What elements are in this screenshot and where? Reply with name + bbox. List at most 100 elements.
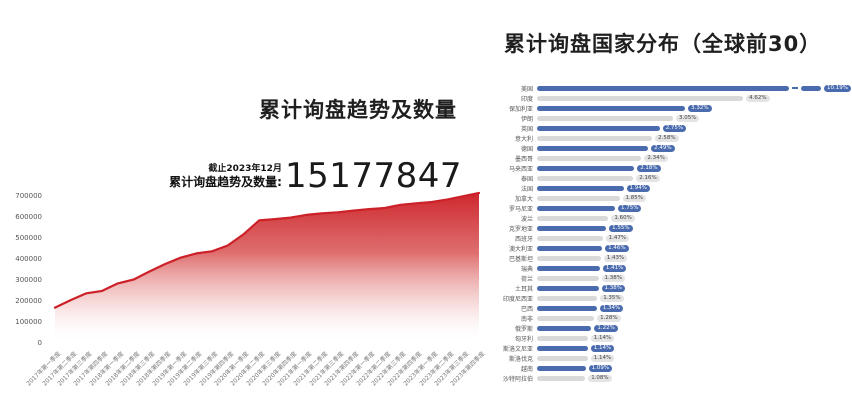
country-bar [537,325,592,331]
bar-row: 意大利 2.58% [495,133,852,143]
value-badge: 1.28% [597,314,621,322]
y-tick-label: 600000 [15,213,42,221]
country-bar [537,195,620,201]
value-badge: 1.38% [601,274,625,282]
country-label: 波兰 [520,215,533,223]
country-label: 美国 [520,85,533,93]
value-badge: 2.58% [655,134,679,142]
country-bar [537,125,660,131]
country-bar [537,275,599,281]
value-badge: 1.09% [588,364,613,372]
value-badge: 1.46% [605,244,629,252]
country-label: 泰国 [520,175,533,183]
bar-row: 瑞典 1.41% [495,263,852,273]
bar-row: 克罗地亚 1.55% [495,223,852,233]
value-badge: 2.18% [637,164,661,172]
value-badge: 1.35% [600,294,624,302]
bar-row: 马来西亚 2.18% [495,163,852,173]
country-bar-tail [801,85,821,91]
value-badge: 1.14% [590,354,615,362]
country-bar [537,345,588,351]
area-line [53,191,481,309]
country-bar [537,155,642,161]
country-bar [537,235,603,241]
y-tick-label: 200000 [15,297,42,305]
country-label: 印度尼西亚 [502,295,533,303]
country-label: 伊朗 [520,115,533,123]
country-label: 印度 [520,95,533,103]
country-label: 瑞典 [520,265,533,273]
country-bar [537,245,603,251]
country-label: 罗马尼亚 [508,205,533,213]
country-bar [537,115,673,121]
country-label: 保加利亚 [508,105,533,113]
country-label: 南非 [520,315,533,323]
value-badge: 2.49% [651,144,675,152]
bar-row: 南非 1.28% [495,313,852,323]
bar-row: 巴基斯坦 1.43% [495,253,852,263]
value-badge: 1.43% [603,254,628,262]
value-badge: 1.85% [622,194,646,202]
country-bar [537,215,609,221]
y-tick-label: 500000 [15,234,42,242]
bar-row: 泰国 2.16% [495,173,852,183]
bar-row: 印度尼西亚 1.35% [495,293,852,303]
value-badge: 2.16% [636,174,660,182]
country-bar [537,185,624,191]
country-label: 斯洛文尼亚 [502,345,533,353]
country-label: 英国 [520,125,533,133]
value-badge: 1.08% [588,374,612,382]
value-badge: 1.22% [594,324,618,332]
bar-row: 墨西哥 2.34% [495,153,852,163]
value-badge: 1.60% [611,214,635,222]
y-tick-label: 0 [37,339,42,347]
axis-break-icon [792,87,798,89]
country-label: 巴西 [520,305,533,313]
country-bar [537,375,586,381]
value-badge: 1.14% [590,344,615,352]
country-label: 斯洛伐克 [508,355,533,363]
country-bar-rows: 美国 10.19% 印度 4.62% 保加利亚 3.32% 伊朗 3.05% 英国 2.75% 意大… [495,83,852,383]
country-bar [537,105,686,111]
bar-row: 澳大利亚 1.46% [495,243,852,253]
value-badge: 1.38% [601,284,625,292]
country-bar [537,85,789,91]
stat-label: 累计询盘趋势及数量: [169,174,282,189]
value-badge: 1.47% [605,234,630,242]
y-tick-label: 700000 [15,192,42,200]
bar-row: 加拿大 1.85% [495,193,852,203]
country-bar [537,305,597,311]
country-label: 克罗地亚 [508,225,533,233]
country-bar [537,285,599,291]
bar-row: 美国 10.19% [495,83,852,93]
value-badge: 4.62% [746,94,770,102]
country-bar [537,175,634,181]
asof-label: 截止2023年12月 [208,163,282,174]
country-bar [537,315,595,321]
bar-row: 越南 1.09% [495,363,852,373]
country-label: 意大利 [514,135,533,143]
bar-row: 巴西 1.34% [495,303,852,313]
bar-row: 西班牙 1.47% [495,233,852,243]
country-label: 越南 [520,365,533,373]
value-badge: 1.34% [599,304,624,312]
country-label: 加拿大 [514,195,533,203]
bar-row: 波兰 1.60% [495,213,852,223]
country-label: 荷兰 [520,275,533,283]
country-bar [537,365,586,371]
value-badge: 1.14% [590,334,615,342]
country-label: 土耳其 [514,285,533,293]
country-label: 墨西哥 [514,155,533,163]
country-label: 沙特阿拉伯 [502,375,533,383]
bar-row: 斯洛文尼亚 1.14% [495,343,852,353]
bar-row: 土耳其 1.38% [495,283,852,293]
country-bar [537,225,607,231]
bar-row: 伊朗 3.05% [495,113,852,123]
bar-row: 法国 1.94% [495,183,852,193]
y-tick-label: 400000 [15,255,42,263]
value-badge: 2.34% [644,154,668,162]
country-bar [537,255,601,261]
y-tick-label: 300000 [15,276,42,284]
country-label: 俄罗斯 [514,325,533,333]
value-badge: 1.41% [602,264,627,272]
